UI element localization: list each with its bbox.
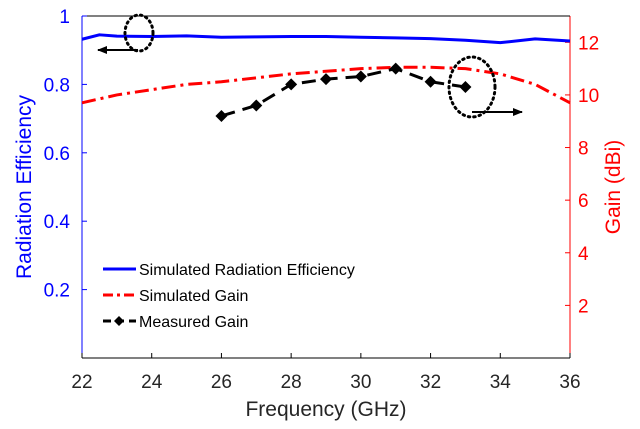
measured-gain-point [424,75,437,88]
legend-diamond-marker [114,316,124,326]
legend: Simulated Radiation Efficiency Simulated … [103,262,355,331]
right-y-tick-label: 12 [578,33,599,54]
right-y-tick-label: 8 [578,139,589,160]
efficiency-annotation [97,13,155,54]
measured-gain-point [250,99,263,112]
series-line-2 [81,65,571,105]
left-y-tick-label: 1 [59,7,70,28]
legend-label: Measured Gain [139,314,248,331]
x-axis-title: Frequency (GHz) [245,398,406,421]
left-y-tick-label: 0.4 [44,212,71,233]
x-tick-label: 22 [71,372,92,393]
right-y-tick-label: 2 [578,296,589,317]
left-y-axis-title: Radiation Efficiency [13,94,36,279]
right-y-axis-title: Gain (dBi) [602,140,625,235]
measured-gain-point [285,78,298,91]
left-y-tick-label: 0.8 [44,75,70,96]
legend-label: Simulated Gain [139,288,248,305]
measured-gain-point [320,73,332,86]
x-tick-label: 24 [141,372,163,393]
right-y-tick-label: 6 [578,191,589,212]
x-tick-label: 30 [350,372,371,393]
series-line-1 [81,33,571,45]
left-y-tick-label: 0.2 [44,281,70,302]
efficiency-callout-ellipse [123,13,155,53]
left-y-tick-label: 0.6 [44,144,70,165]
right-y-ticks: 2 4 6 8 10 12 [565,33,599,317]
right-y-tick-label: 10 [578,86,599,107]
gain-callout-ellipse [447,55,497,119]
gain-annotation [447,55,523,119]
x-tick-label: 26 [211,372,232,393]
x-ticks: 22 24 26 28 30 32 34 36 [71,353,581,393]
measured-gain-point [354,70,367,83]
measured-gain-point [459,81,472,94]
series-layer [81,33,571,122]
measured-gain-point [389,62,402,75]
plot-area [81,15,571,359]
x-tick-label: 32 [420,372,441,393]
measured-gain-point [215,109,228,122]
x-tick-label: 28 [281,372,302,393]
x-tick-label: 34 [490,372,512,393]
x-tick-label: 36 [559,372,580,393]
legend-label: Simulated Radiation Efficiency [139,262,355,279]
left-y-ticks: 0.2 0.4 0.6 0.8 1 [44,7,87,302]
right-y-tick-label: 4 [578,244,589,265]
